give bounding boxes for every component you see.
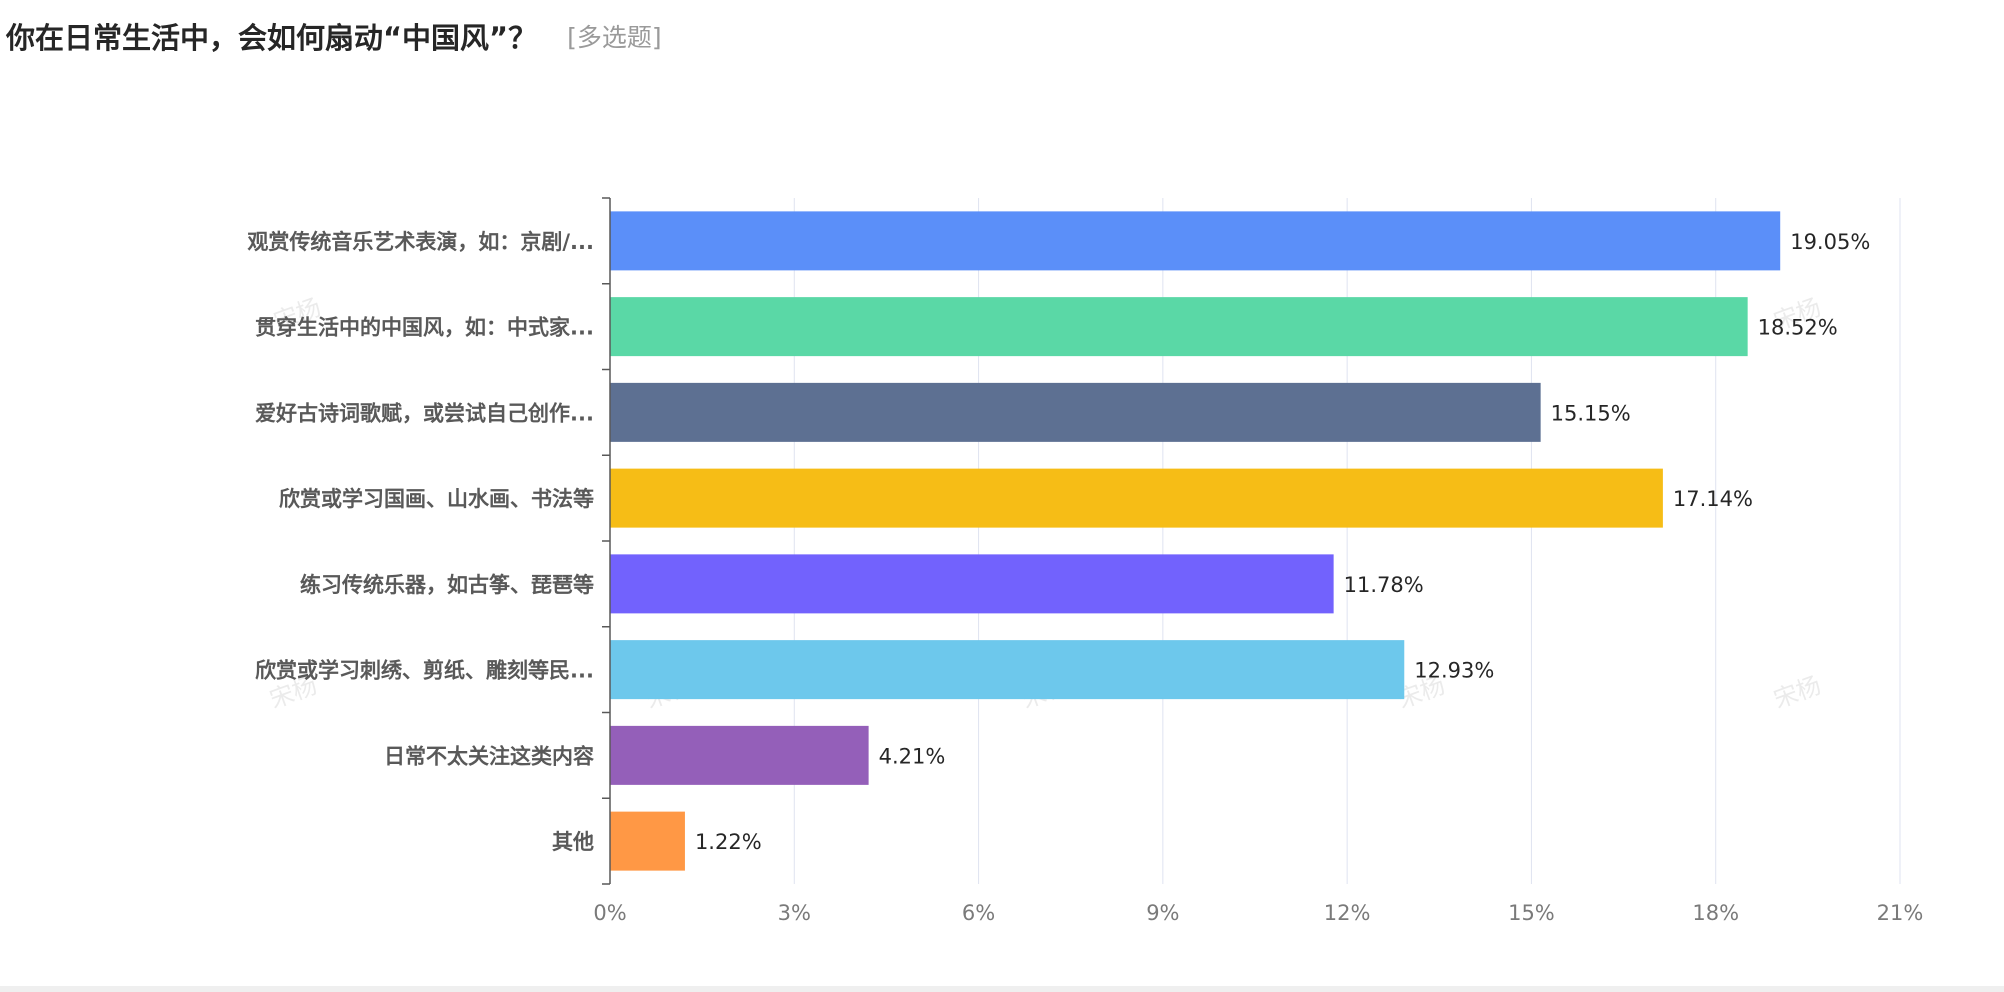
- value-label-6: 4.21%: [879, 744, 946, 768]
- x-tick-label-7: 21%: [1877, 901, 1924, 925]
- x-tick-label-0: 0%: [593, 901, 626, 925]
- value-label-1: 18.52%: [1758, 316, 1838, 340]
- x-tick-label-5: 15%: [1508, 901, 1555, 925]
- value-label-0: 19.05%: [1790, 230, 1870, 254]
- bar-3: [610, 468, 1663, 528]
- bar-6: [610, 725, 869, 785]
- question-header: 你在日常生活中，会如何扇动“中国风”？ [多选题]: [6, 14, 662, 58]
- bar-4: [610, 554, 1334, 614]
- x-tick-label-6: 18%: [1692, 901, 1739, 925]
- x-tick-label-2: 6%: [962, 901, 995, 925]
- category-label-5: 欣赏或学习刺绣、剪纸、雕刻等民...: [255, 659, 594, 683]
- watermark-7: 宋杨: [1770, 671, 1825, 714]
- category-label-1: 贯穿生活中的中国风，如：中式家...: [255, 316, 594, 340]
- category-label-7: 其他: [552, 830, 594, 854]
- bar-0: [610, 211, 1781, 271]
- category-label-3: 欣赏或学习国画、山水画、书法等: [279, 487, 594, 511]
- question-title: 你在日常生活中，会如何扇动“中国风”？: [6, 21, 538, 55]
- category-label-0: 观赏传统音乐艺术表演，如：京剧/...: [247, 230, 594, 254]
- value-label-4: 11.78%: [1344, 573, 1424, 597]
- bar-2: [610, 382, 1541, 442]
- value-label-5: 12.93%: [1414, 659, 1494, 683]
- bar-1: [610, 297, 1748, 357]
- category-label-2: 爱好古诗词歌赋，或尝试自己创作...: [255, 401, 594, 425]
- category-label-6: 日常不太关注这类内容: [384, 744, 594, 768]
- value-label-3: 17.14%: [1673, 487, 1753, 511]
- category-label-4: 练习传统乐器，如古筝、琵琶等: [300, 573, 594, 597]
- value-label-2: 15.15%: [1551, 401, 1631, 425]
- x-tick-label-3: 9%: [1146, 901, 1179, 925]
- bar-7: [610, 811, 685, 871]
- bottom-divider: [0, 986, 2004, 992]
- x-tick-label-1: 3%: [778, 901, 811, 925]
- value-label-7: 1.22%: [695, 830, 762, 854]
- bar-5: [610, 640, 1405, 700]
- question-type-tag: [多选题]: [567, 23, 662, 52]
- x-tick-label-4: 12%: [1324, 901, 1371, 925]
